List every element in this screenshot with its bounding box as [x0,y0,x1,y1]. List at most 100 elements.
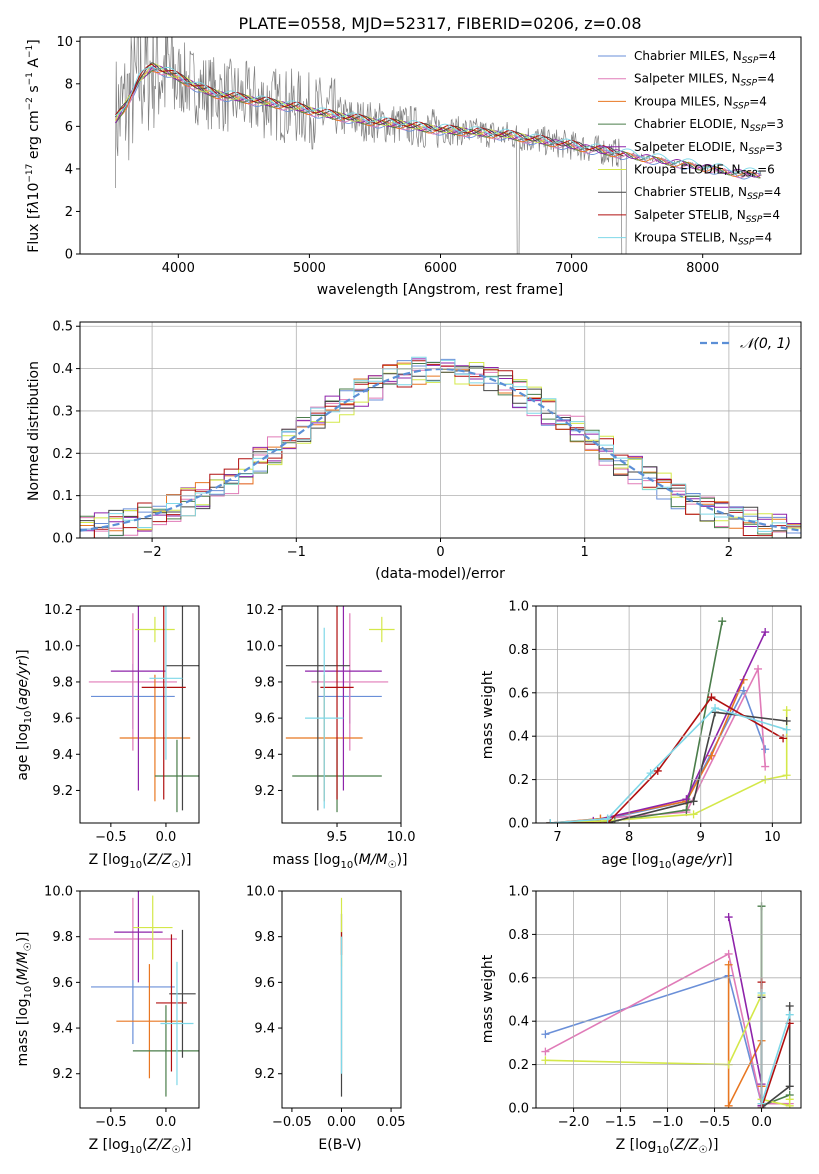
y-tick-label: 0.1 [52,489,73,504]
ageweight-xlabel: age [log10(age/yr)] [601,852,732,871]
y-tick-label: 9.8 [254,675,275,690]
y-tick-label: 9.4 [254,748,275,763]
y-tick-label: 0 [65,248,73,263]
y-tick-label: 9.8 [52,675,73,690]
y-tick-label: 10.0 [246,639,275,654]
weight-marker-kroupa_stelib [711,703,720,712]
y-tick-label: 0.2 [508,773,529,788]
model-spectrum-salpeter_miles [115,68,761,179]
legend-label: Chabrier ELODIE, NSSP=3 [634,117,784,134]
mass-vs-age-panel: mass [log10(M/M☉)] 9.5 10.0 9.2 9.4 9.6 9.8 10… [246,603,415,871]
y-tick-label: 4 [65,162,73,177]
x-tick-label: −2 [143,545,162,560]
weight-marker-salpeter_elodie [761,628,770,637]
y-tick-label: 9.6 [254,976,275,991]
weight-marker-kroupa_stelib [603,814,612,823]
y-tick-label: 9.2 [52,1067,73,1082]
y-tick-label: 10.2 [44,603,73,618]
residual-histogram-panel: (data-model)/error Normed distribution −… [26,320,802,582]
ebv-vs-mass-panel: E(B-V) −0.05 0.00 0.05 9.2 9.4 9.6 9.8 10.0 [246,885,406,1154]
y-tick-label: 6 [65,120,73,135]
axes-frame [535,890,802,1109]
plot-area [88,606,199,813]
x-tick-label: 2 [725,545,733,560]
weight-marker-kroupa_miles [724,1101,733,1108]
y-tick-label: 10.0 [44,885,73,900]
x-tick-label: 10 [764,830,781,845]
spectrum-legend: Chabrier MILES, NSSP=4 Salpeter MILES, NS… [598,49,784,248]
y-tick-label: 9.4 [254,1022,275,1037]
weight-marker-chabrier_elodie [682,805,691,814]
legend-label: Kroupa MILES, NSSP=4 [634,94,767,111]
spectrum-panel: PLATE=0558, MJD=52317, FIBERID=0206, z=0… [25,14,802,298]
legend-label: Chabrier STELIB, NSSP=4 [634,185,781,202]
y-tick-label: 0.8 [508,643,529,658]
x-tick-label: 0.00 [327,1115,356,1130]
zage-xlabel: Z [log10(Z/Z☉)] [89,852,192,871]
y-tick-label: 1.0 [508,600,529,615]
legend-label: Salpeter STELIB, NSSP=4 [634,208,780,225]
hist-xlabel: (data-model)/error [375,566,505,582]
y-tick-label: 0.5 [52,320,73,335]
x-tick-label: 5000 [293,261,326,276]
weight-marker-chabrier_stelib [785,1082,794,1091]
y-tick-label: 9.2 [254,784,275,799]
y-tick-label: 0.3 [52,404,73,419]
weight-marker-kroupa_stelib [646,769,655,778]
ebv-xlabel: E(B-V) [318,1137,361,1153]
x-tick-label: 1 [581,545,589,560]
y-tick-label: 10 [56,35,73,50]
y-tick-label: 0.2 [508,1058,529,1073]
legend-label: Kroupa ELODIE, NSSP=6 [634,163,775,180]
y-tick-label: 0.6 [508,686,529,701]
age-vs-weight-panel: age [log10(age/yr)] mass weight 7 8 9 10 0.0… [480,600,802,871]
weight-marker-salpeter_stelib [707,693,716,702]
y-tick-label: 0.0 [52,532,73,547]
y-tick-label: 9.4 [52,1022,73,1037]
y-tick-label: 1.0 [508,885,529,900]
x-tick-label: −0.5 [95,830,127,845]
model-spectrum-kroupa_stelib [115,66,761,174]
x-tick-label: 7000 [555,261,588,276]
x-tick-label: 4000 [162,261,195,276]
weight-marker-salpeter_elodie [724,913,733,922]
legend-label: Kroupa STELIB, NSSP=4 [634,231,772,248]
axes-frame [535,605,802,824]
zmass-xlabel: Z [log10(Z/Z☉)] [89,1137,192,1156]
weight-marker-kroupa_elodie [782,706,791,715]
weight-line-kroupa_stelib [760,993,791,1104]
x-tick-label: −0.5 [95,1115,127,1130]
zmass-ylabel: mass [log10(M/M☉)] [15,931,34,1066]
weight-marker-salpeter_elodie [682,795,691,804]
y-tick-label: 10.0 [44,639,73,654]
x-tick-label: 7 [553,830,561,845]
weight-marker-salpeter_stelib [653,766,662,775]
x-tick-label: 0.0 [156,1115,177,1130]
weight-marker-chabrier_stelib [689,797,698,806]
weight-marker-kroupa_miles [724,960,733,969]
y-tick-label: 9.2 [254,1067,275,1082]
plot-area [546,617,791,823]
spectrum-xlabel: wavelength [Angstrom, rest frame] [317,282,563,298]
weight-marker-kroupa_elodie [541,1056,550,1065]
plot-area [114,37,762,254]
weight-marker-salpeter_miles [761,762,770,771]
legend-label: Salpeter ELODIE, NSSP=3 [634,140,783,157]
legend-label: Salpeter MILES, NSSP=4 [634,72,775,89]
zweight-ylabel: mass weight [480,954,496,1043]
y-tick-label: 10.0 [246,885,275,900]
axes-frame [79,321,802,539]
x-tick-label: 8 [625,830,633,845]
weight-marker-kroupa_elodie [785,1095,794,1104]
weight-marker-salpeter_stelib [779,734,788,743]
axes-frame [79,890,200,1109]
x-tick-label: −1.5 [605,1115,637,1130]
y-tick-label: 9.6 [254,712,275,727]
weight-marker-kroupa_stelib [782,725,791,734]
x-tick-label: 6000 [424,261,457,276]
model-spectrum-kroupa_elodie [114,63,545,143]
weight-line-salpeter_elodie [727,916,763,1106]
y-tick-label: 9.6 [52,712,73,727]
massage-xlabel: mass [log10(M/M☉)] [272,852,407,871]
